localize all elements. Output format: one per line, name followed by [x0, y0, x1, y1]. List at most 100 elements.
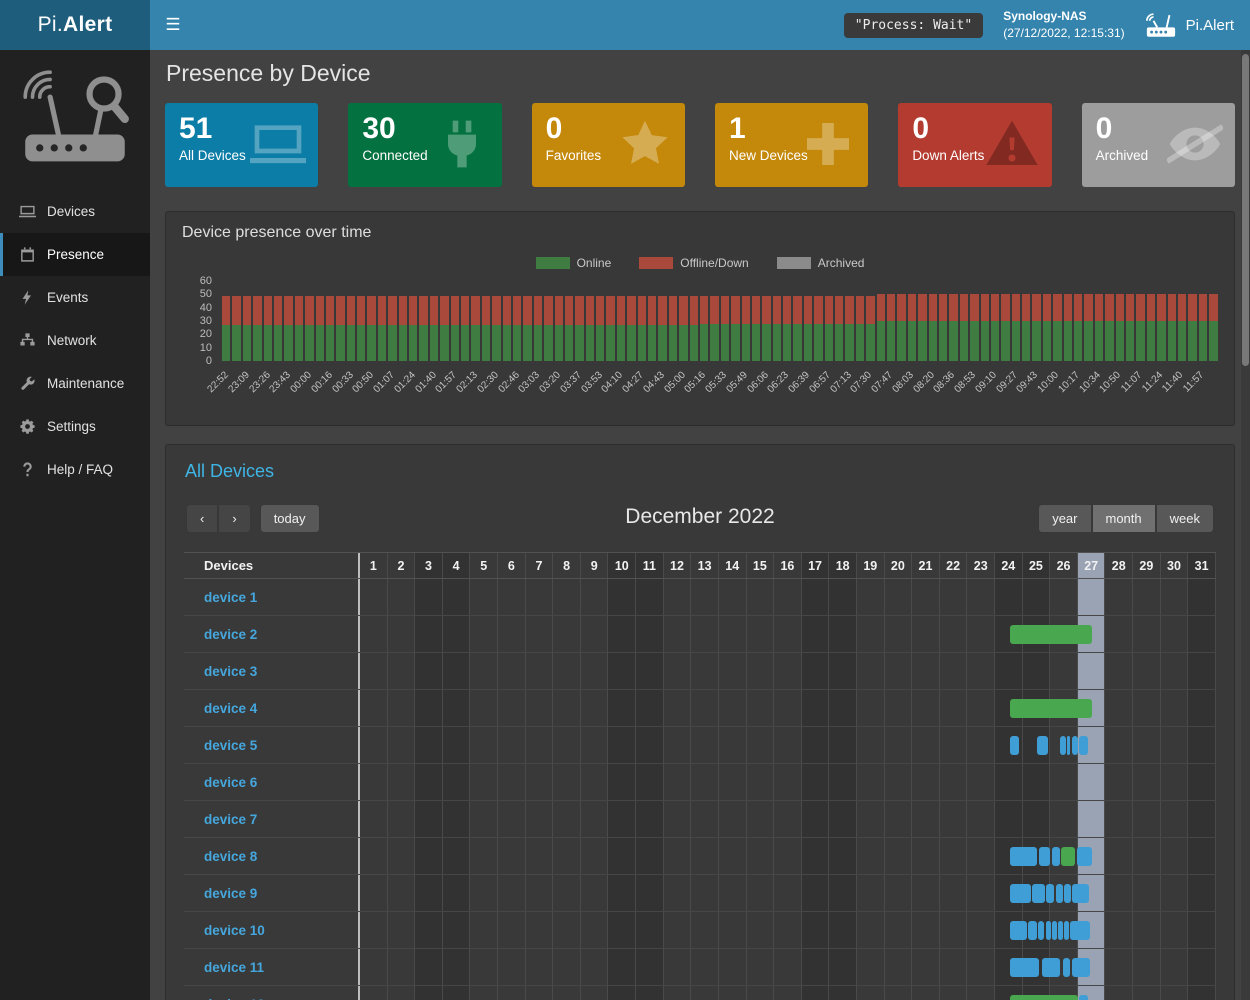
- sidebar-item-network[interactable]: Network: [0, 319, 150, 362]
- device-link[interactable]: device 1: [204, 589, 258, 605]
- bar-segment-offline-down: [315, 295, 324, 325]
- tile-favorites[interactable]: 0 Favorites: [531, 103, 685, 187]
- bar-segment-offline-down: [1167, 294, 1176, 321]
- presence-event-bar[interactable]: [1038, 847, 1050, 866]
- tile-new-devices[interactable]: 1 New Devices: [714, 103, 869, 187]
- presence-event-bar[interactable]: [1059, 736, 1066, 755]
- presence-event-bar[interactable]: [1010, 847, 1037, 866]
- device-link[interactable]: device 2: [204, 626, 258, 642]
- menu-toggle-icon[interactable]: ☰: [165, 15, 181, 34]
- sidebar-item-events[interactable]: Events: [0, 276, 150, 319]
- presence-event-bar[interactable]: [1076, 847, 1092, 866]
- presence-event-bar[interactable]: [1058, 921, 1064, 940]
- tile-down-alerts[interactable]: 0 Down Alerts: [898, 103, 1052, 187]
- device-link[interactable]: device 7: [204, 811, 258, 827]
- device-timeline: [358, 986, 1216, 1000]
- presence-event-bar[interactable]: [1079, 995, 1088, 1000]
- chart-bar: [1022, 294, 1031, 361]
- presence-event-bar[interactable]: [1010, 958, 1040, 977]
- presence-event-bar[interactable]: [1010, 699, 1092, 718]
- app-indicator[interactable]: Pi.Alert: [1145, 12, 1234, 39]
- device-link[interactable]: device 9: [204, 885, 258, 901]
- app-label: Pi.Alert: [1185, 16, 1234, 34]
- presence-event-bar[interactable]: [1064, 884, 1072, 903]
- sidebar-item-help-faq[interactable]: Help / FAQ: [0, 448, 150, 491]
- chart-panel-body: Online Offline/Down Archived 60 50 40 30 20 10 0…: [166, 252, 1234, 425]
- presence-event-bar[interactable]: [1066, 736, 1071, 755]
- calendar-icon: [19, 246, 36, 263]
- x-tick-label: 01:40: [413, 369, 439, 396]
- presence-event-bar[interactable]: [1052, 921, 1057, 940]
- bar-segment-offline-down: [596, 295, 605, 325]
- x-tick-label: 06:57: [807, 369, 833, 396]
- presence-event-bar[interactable]: [1010, 995, 1078, 1000]
- bar-segment-offline-down: [1053, 294, 1062, 321]
- presence-event-bar[interactable]: [1037, 921, 1045, 940]
- presence-event-bar[interactable]: [1032, 884, 1045, 903]
- presence-event-bar[interactable]: [1061, 847, 1076, 866]
- page-scrollbar[interactable]: [1241, 50, 1250, 1000]
- day-cell: [885, 949, 913, 985]
- presence-event-bar[interactable]: [1028, 921, 1037, 940]
- bar-segment-online: [648, 325, 657, 361]
- day-cell: [801, 616, 830, 652]
- presence-event-bar[interactable]: [1070, 921, 1091, 940]
- presence-event-bar[interactable]: [1046, 884, 1055, 903]
- scrollbar-thumb[interactable]: [1242, 54, 1249, 366]
- day-cell: [801, 653, 830, 689]
- presence-event-bar[interactable]: [1079, 736, 1088, 755]
- device-link[interactable]: device 4: [204, 700, 258, 716]
- presence-event-bar[interactable]: [1045, 921, 1051, 940]
- calendar-rows: device 1 device 2 device 3 device 4 device 5…: [184, 579, 1216, 1000]
- bar-segment-offline-down: [564, 295, 574, 325]
- presence-event-bar[interactable]: [1055, 884, 1063, 903]
- day-cell: [608, 801, 637, 837]
- bar-segment-online: [1074, 321, 1083, 361]
- sidebar-item-maintenance[interactable]: Maintenance: [0, 362, 150, 405]
- presence-event-bar[interactable]: [1010, 921, 1027, 940]
- sidebar-item-settings[interactable]: Settings: [0, 405, 150, 448]
- device-link[interactable]: device 12: [204, 997, 265, 1000]
- device-link[interactable]: device 3: [204, 663, 258, 679]
- x-tick-label: 06:06: [745, 369, 771, 396]
- presence-event-bar[interactable]: [1064, 921, 1070, 940]
- presence-event-bar[interactable]: [1036, 736, 1048, 755]
- sidebar-item-devices[interactable]: Devices: [0, 190, 150, 233]
- bar-segment-online: [242, 325, 252, 361]
- calendar-today-button[interactable]: today: [259, 504, 320, 533]
- presence-event-bar[interactable]: [1042, 958, 1060, 977]
- day-cell: [995, 579, 1023, 615]
- sidebar-item-presence[interactable]: Presence: [0, 233, 150, 276]
- brand[interactable]: Pi. Alert: [0, 0, 150, 50]
- presence-event-bar[interactable]: [1010, 625, 1092, 644]
- device-link[interactable]: device 8: [204, 848, 258, 864]
- calendar-next-button[interactable]: ›: [218, 504, 251, 533]
- presence-event-bar[interactable]: [1072, 958, 1091, 977]
- calendar-view-year-button[interactable]: year: [1038, 504, 1092, 533]
- day-cell: [608, 764, 637, 800]
- presence-event-bar[interactable]: [1010, 884, 1031, 903]
- bar-segment-online: [959, 321, 969, 361]
- bar-segment-offline-down: [1032, 294, 1041, 321]
- presence-event-bar[interactable]: [1010, 736, 1019, 755]
- calendar-view-week-button[interactable]: week: [1155, 504, 1214, 533]
- device-link[interactable]: device 11: [204, 959, 265, 975]
- presence-event-bar[interactable]: [1062, 958, 1070, 977]
- calendar-view-month-button[interactable]: month: [1091, 504, 1156, 533]
- presence-event-bar[interactable]: [1071, 736, 1078, 755]
- device-link[interactable]: device 6: [204, 774, 258, 790]
- day-cell: [608, 653, 637, 689]
- tile-connected[interactable]: 30 Connected: [348, 103, 502, 187]
- day-cell: [774, 764, 802, 800]
- device-link[interactable]: device 10: [204, 922, 265, 938]
- presence-event-bar[interactable]: [1051, 847, 1060, 866]
- tile-archived[interactable]: 0 Archived: [1081, 103, 1235, 187]
- calendar-prev-button[interactable]: ‹: [186, 504, 219, 533]
- bar-segment-online: [284, 325, 293, 361]
- chart-bar: [814, 295, 823, 361]
- bar-segment-offline-down: [1146, 294, 1156, 321]
- presence-event-bar[interactable]: [1072, 884, 1089, 903]
- device-link[interactable]: device 5: [204, 737, 258, 753]
- y-tick-label: 40: [199, 301, 212, 314]
- tile-all-devices[interactable]: 51 All Devices: [165, 103, 319, 187]
